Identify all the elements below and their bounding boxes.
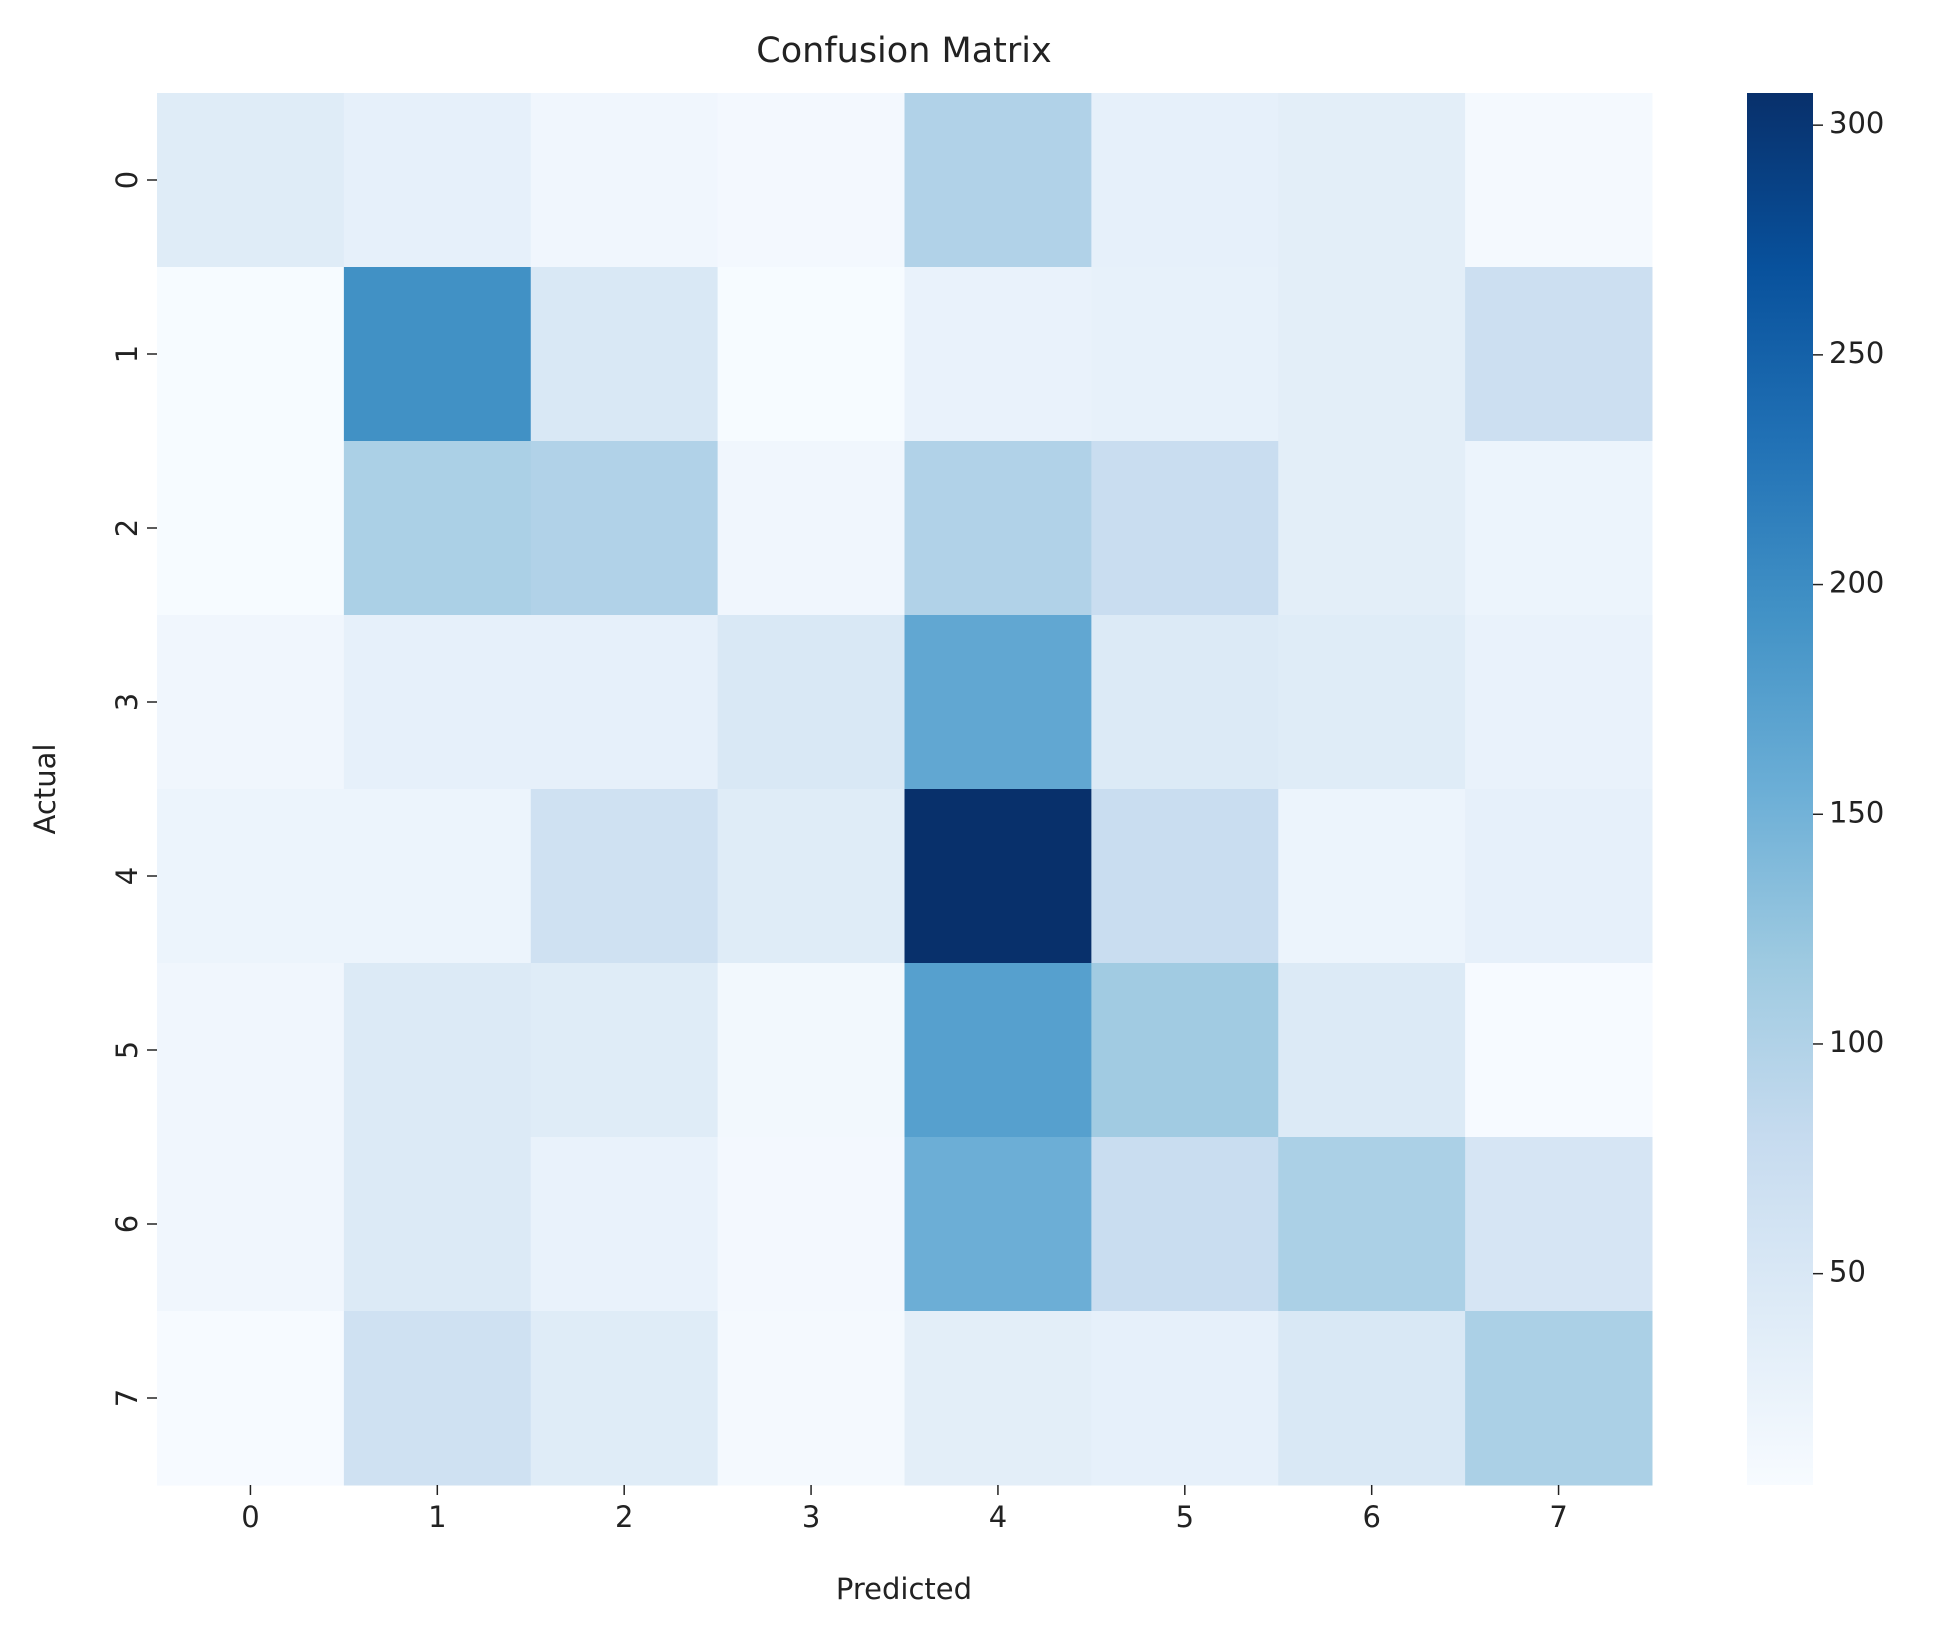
heatmap-cell <box>157 789 345 964</box>
heatmap-cell <box>530 615 719 790</box>
heatmap-cell <box>904 963 1092 1138</box>
y-tick-label: 2 <box>110 519 144 537</box>
colorbar-tick-label: 100 <box>1829 1025 1884 1059</box>
heatmap-cell <box>157 267 345 442</box>
heatmap-cell <box>1091 1311 1279 1486</box>
heatmap-cell <box>343 1311 532 1486</box>
heatmap-cell <box>157 93 345 268</box>
heatmap-cell <box>1278 789 1466 964</box>
heatmap-cell <box>1091 1137 1279 1312</box>
heatmap-cell <box>717 267 905 442</box>
heatmap-cell <box>1091 267 1279 442</box>
heatmap-cell <box>1091 93 1279 268</box>
heatmap-cell <box>904 615 1092 790</box>
heatmap-cell <box>157 1311 345 1486</box>
heatmap-cell <box>717 789 905 964</box>
heatmap-cell <box>904 441 1092 616</box>
heatmap-cell <box>1465 615 1653 790</box>
heatmap-cell <box>1465 441 1653 616</box>
colorbar-tick-label: 200 <box>1829 566 1884 600</box>
heatmap-cell <box>157 441 345 616</box>
heatmap-cell <box>157 615 345 790</box>
heatmap-cell <box>717 1311 905 1486</box>
y-tick-label: 1 <box>110 345 144 363</box>
heatmap-cell <box>1091 615 1279 790</box>
heatmap-cell <box>343 789 532 964</box>
colorbar-tick-label: 150 <box>1829 795 1884 829</box>
x-tick-label: 5 <box>1176 1500 1194 1534</box>
colorbar <box>1747 93 1813 1485</box>
y-tick-label: 3 <box>110 693 144 711</box>
heatmap-cell <box>1091 789 1279 964</box>
y-tick-label: 0 <box>110 171 144 189</box>
heatmap-cell <box>343 267 532 442</box>
y-tick-label: 4 <box>110 867 144 885</box>
heatmap-cell <box>530 441 719 616</box>
heatmap-cell <box>530 267 719 442</box>
heatmap-cell <box>157 1137 345 1312</box>
heatmap-cell <box>717 615 905 790</box>
heatmap-cell <box>1465 93 1653 268</box>
heatmap-cell <box>904 93 1092 268</box>
colorbar-tick-label: 250 <box>1829 336 1884 370</box>
x-tick-label: 0 <box>241 1500 259 1534</box>
heatmap-cell <box>157 963 345 1138</box>
heatmap-cell <box>904 1311 1092 1486</box>
heatmap-cell <box>343 441 532 616</box>
x-axis-label: Predicted <box>836 1572 972 1606</box>
heatmap-cell <box>343 93 532 268</box>
heatmap-cell <box>343 615 532 790</box>
x-tick-label: 3 <box>802 1500 820 1534</box>
heatmap-cell <box>530 1311 719 1486</box>
heatmap-cell <box>717 441 905 616</box>
heatmap-cell <box>1091 963 1279 1138</box>
heatmap-cell <box>904 267 1092 442</box>
heatmap-cell <box>717 93 905 268</box>
y-tick-label: 7 <box>110 1389 144 1407</box>
heatmap-cell <box>1278 267 1466 442</box>
y-axis-label: Actual <box>28 744 62 835</box>
heatmap-cell <box>1465 1137 1653 1312</box>
heatmap-cell <box>1465 267 1653 442</box>
colorbar-tick-label: 300 <box>1829 106 1884 140</box>
y-tick-label: 5 <box>110 1041 144 1059</box>
heatmap-cell <box>717 1137 905 1312</box>
heatmap-cell <box>343 963 532 1138</box>
y-tick-label: 6 <box>110 1215 144 1233</box>
x-tick-label: 2 <box>615 1500 633 1534</box>
x-tick-label: 4 <box>989 1500 1007 1534</box>
heatmap-cell <box>1465 789 1653 964</box>
heatmap-cell <box>530 963 719 1138</box>
heatmap-cell <box>530 789 719 964</box>
heatmap-cell <box>1278 615 1466 790</box>
heatmap-cell <box>1278 1311 1466 1486</box>
heatmap-cell <box>1465 963 1653 1138</box>
colorbar-tick-label: 50 <box>1829 1255 1866 1289</box>
chart-title: Confusion Matrix <box>756 31 1051 71</box>
heatmap-cell <box>1091 441 1279 616</box>
x-tick-label: 7 <box>1549 1500 1567 1534</box>
heatmap-cell <box>530 93 719 268</box>
x-tick-label: 6 <box>1362 1500 1380 1534</box>
heatmap-cell <box>1278 441 1466 616</box>
heatmap-cell <box>904 789 1092 964</box>
heatmap-cell <box>717 963 905 1138</box>
heatmap-cell <box>904 1137 1092 1312</box>
heatmap-cell <box>1278 963 1466 1138</box>
heatmap-cell <box>1278 93 1466 268</box>
heatmap-cell <box>530 1137 719 1312</box>
heatmap-cell <box>1278 1137 1466 1312</box>
heatmap-cell <box>1465 1311 1653 1486</box>
x-tick-label: 1 <box>428 1500 446 1534</box>
heatmap-cell <box>343 1137 532 1312</box>
